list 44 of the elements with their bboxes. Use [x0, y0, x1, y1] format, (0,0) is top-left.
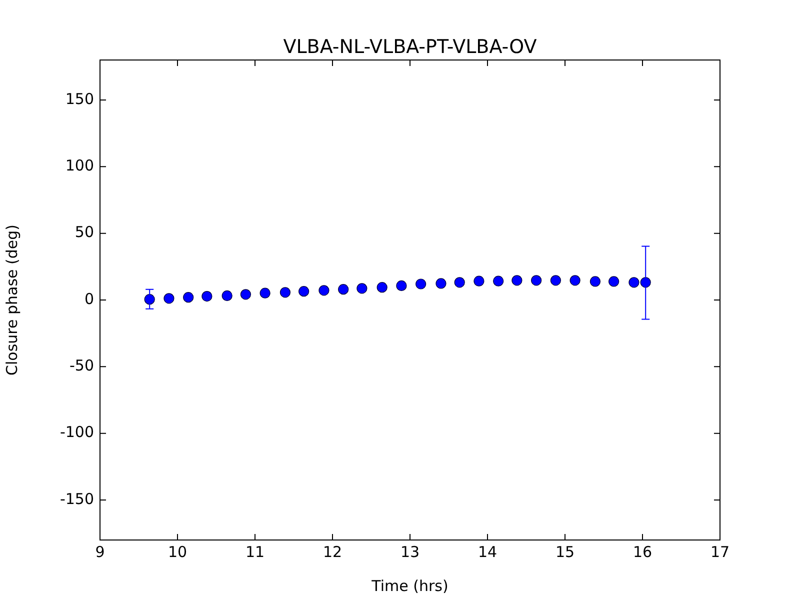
y-axis-title: Closure phase (deg) [2, 224, 21, 376]
x-tick-label: 14 [478, 542, 498, 561]
point [474, 276, 484, 286]
x-tick-label: 10 [168, 542, 188, 561]
x-tick-label: 11 [245, 542, 265, 561]
y-tick-label: -100 [60, 423, 94, 442]
point [512, 275, 522, 286]
x-axis-title: Time (hrs) [370, 576, 448, 595]
point [183, 292, 194, 303]
point [376, 282, 388, 293]
x-tick-label: 9 [95, 542, 105, 561]
point [338, 284, 349, 295]
point [356, 283, 368, 294]
point [550, 275, 561, 286]
point [222, 290, 232, 302]
x-tick-label: 12 [322, 542, 342, 561]
x-tick-label: 16 [632, 542, 652, 561]
point [608, 276, 620, 287]
point [628, 277, 640, 288]
point [493, 276, 504, 286]
chart-title: VLBA-NL-VLBA-PT-VLBA-OV [283, 36, 537, 58]
x-tick-label: 13 [400, 542, 420, 561]
point [590, 276, 601, 287]
y-tick-label: 50 [74, 223, 94, 242]
point [416, 278, 426, 290]
point [280, 287, 291, 298]
point [164, 293, 174, 304]
x-tick-label: 15 [555, 542, 575, 561]
y-tick-label: 0 [84, 290, 94, 308]
point [260, 288, 270, 298]
point [570, 275, 580, 286]
x-tick-label: 17 [710, 542, 730, 561]
y-tick-label: 100 [65, 156, 94, 175]
point [202, 290, 212, 302]
point [240, 289, 251, 300]
y-tick-label: -50 [70, 356, 94, 375]
point [531, 275, 542, 286]
point [436, 278, 446, 289]
point [318, 285, 330, 296]
y-tick-label: 150 [65, 90, 94, 108]
point [454, 277, 465, 288]
y-tick-label: -150 [60, 490, 94, 508]
point [298, 286, 310, 297]
point [396, 280, 407, 292]
